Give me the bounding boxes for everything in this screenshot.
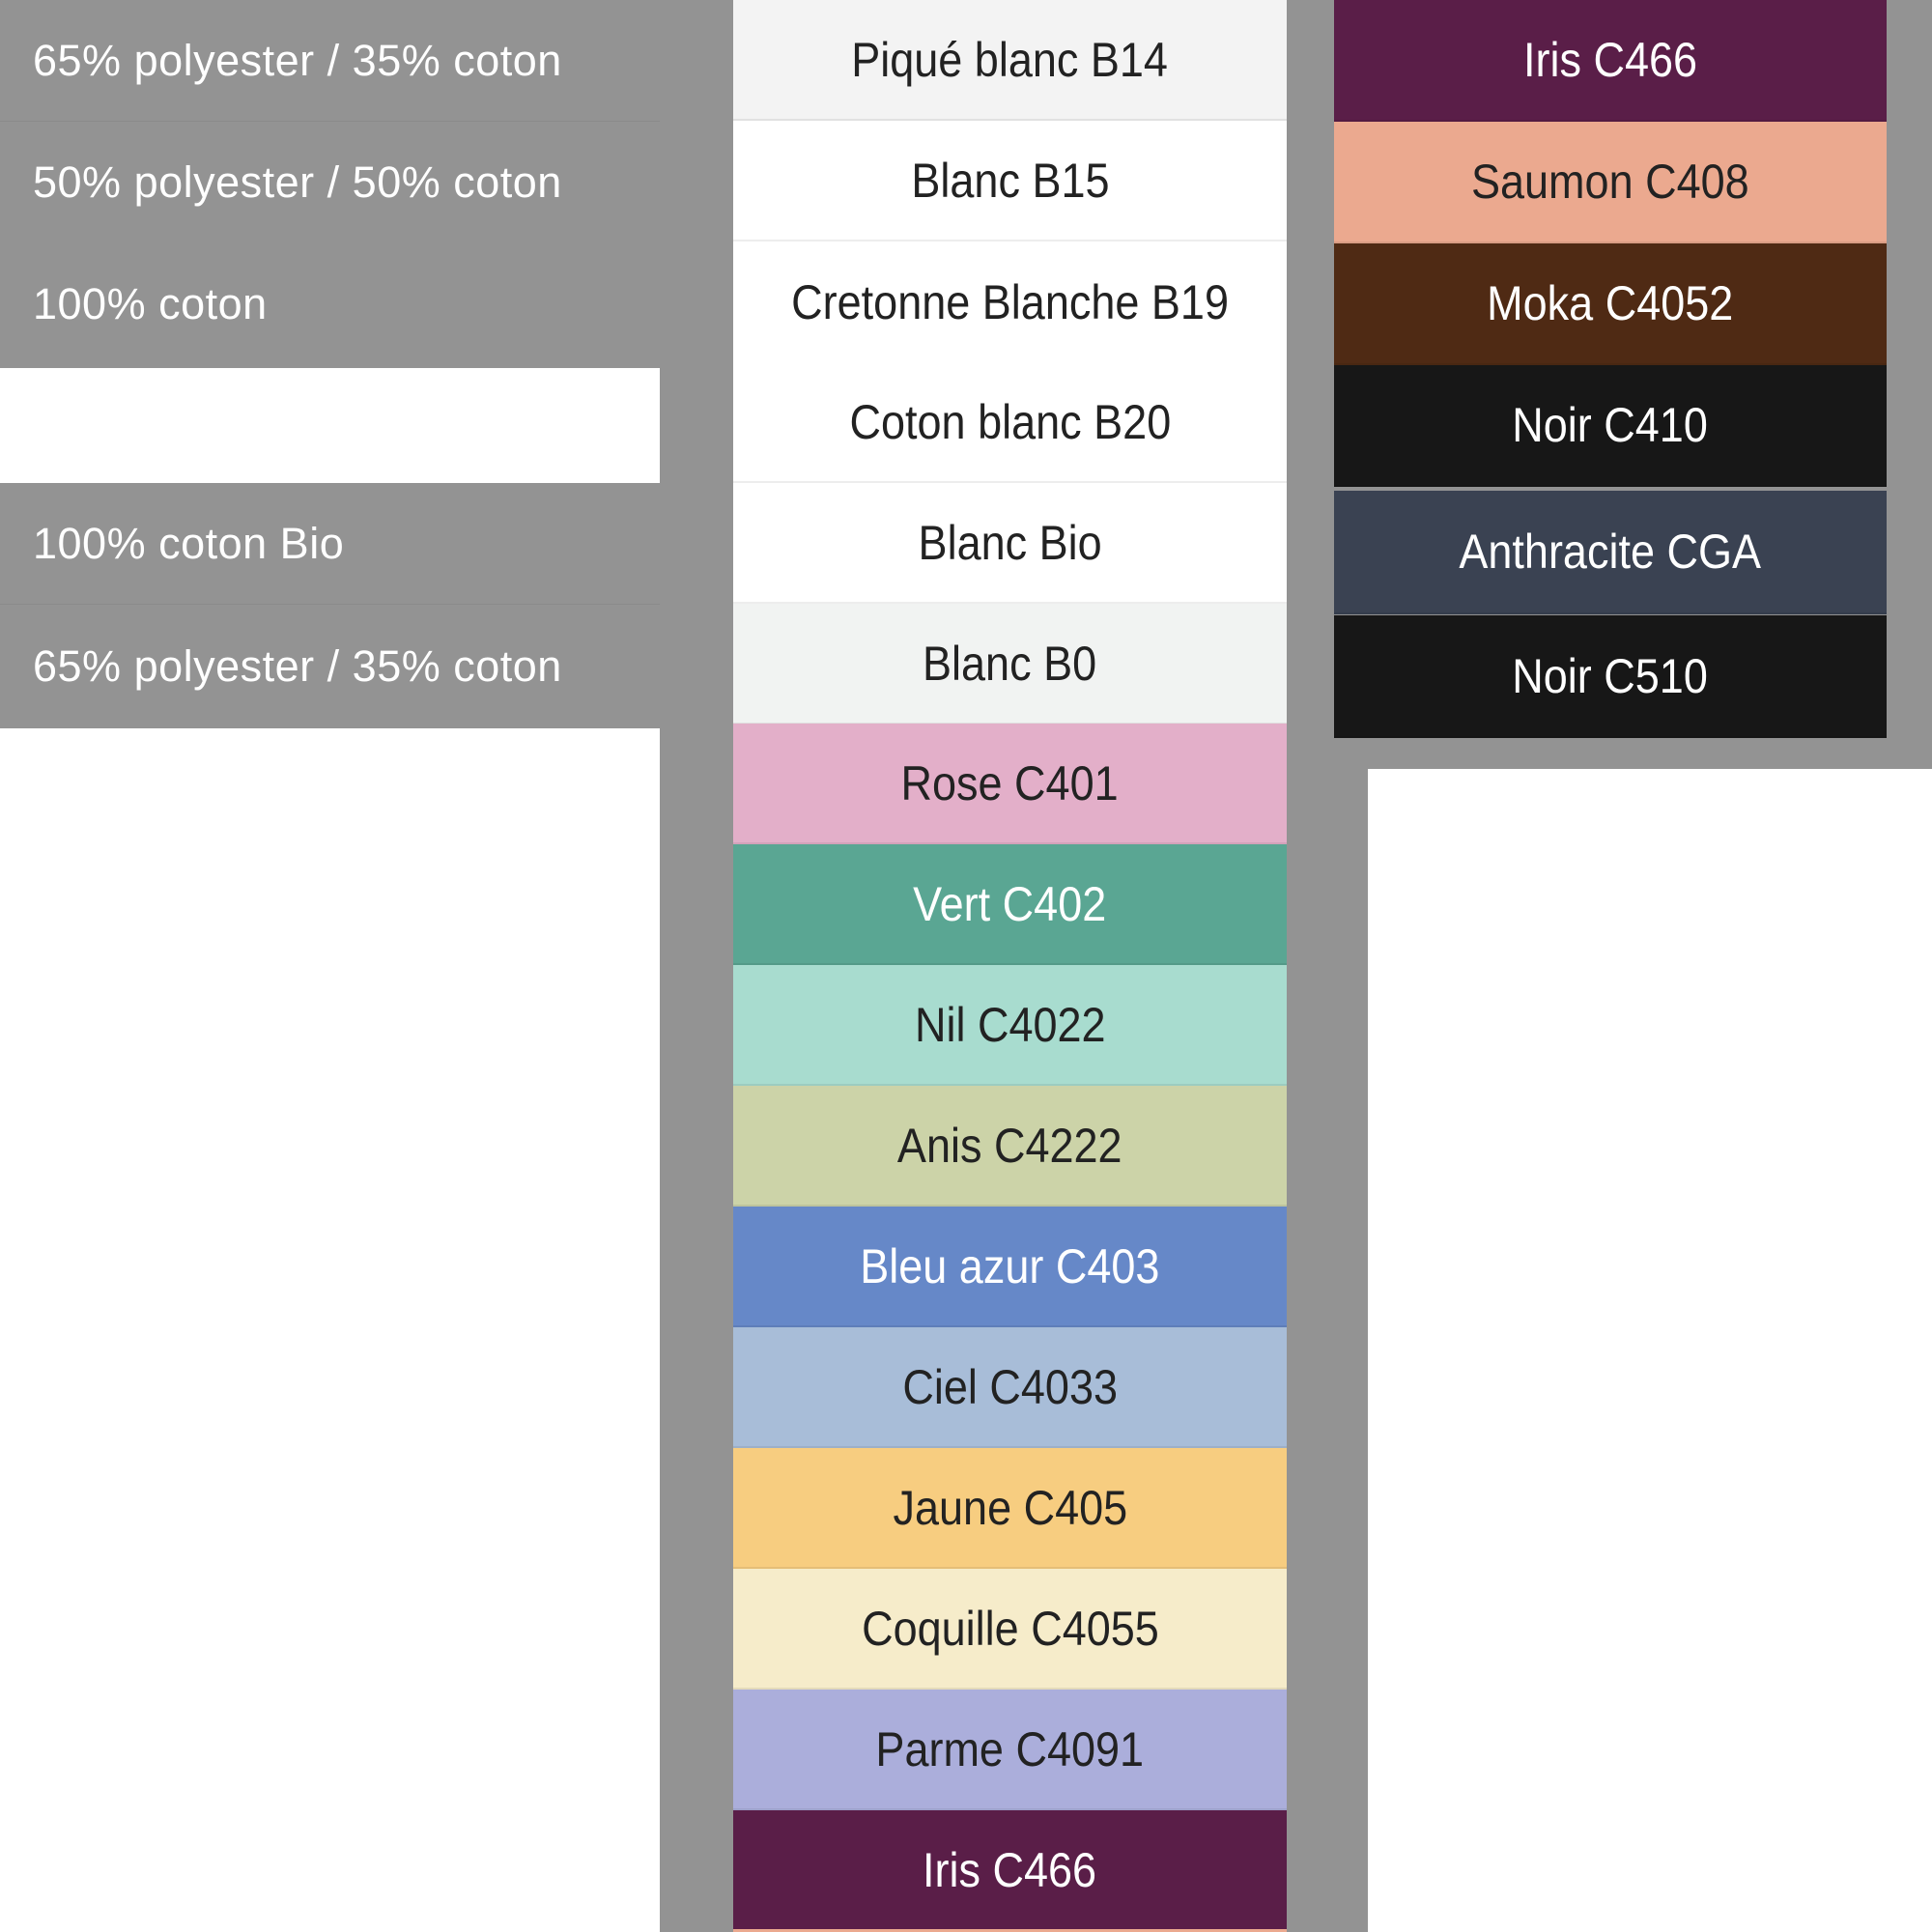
composition-label: 65% polyester / 35% coton	[0, 0, 660, 122]
color-swatch-label: Noir C510	[1512, 648, 1709, 703]
composition-label: 50% polyester / 50% coton	[33, 157, 562, 207]
color-swatch-label: Bleu azur C403	[860, 1238, 1160, 1293]
color-swatch-label: Moka C4052	[1487, 276, 1734, 330]
color-swatch[interactable]: Saumon C408	[1334, 122, 1887, 243]
color-swatch[interactable]: Anis C4222	[733, 1086, 1287, 1207]
color-swatch-label: Anis C4222	[897, 1118, 1122, 1173]
color-swatch-label: Parme C4091	[875, 1721, 1145, 1776]
color-swatch-label: Coton blanc B20	[849, 394, 1171, 449]
color-swatch[interactable]: Noir C410	[1334, 365, 1887, 487]
color-swatch-label: Saumon C408	[1471, 155, 1749, 209]
color-swatch[interactable]: Ciel C4033	[733, 1327, 1287, 1448]
composition-label: 100% coton Bio	[0, 483, 660, 605]
color-swatch-label: Iris C466	[1522, 33, 1698, 87]
color-swatch[interactable]: Anthracite CGA	[1334, 491, 1887, 614]
color-swatch[interactable]: Bleu azur C403	[733, 1207, 1287, 1327]
color-swatch-label: Jaune C405	[893, 1480, 1127, 1535]
color-swatch[interactable]: Iris C466	[1334, 0, 1887, 122]
left-panel-bottom	[0, 483, 660, 728]
color-swatch[interactable]: Coquille C4055	[733, 1569, 1287, 1690]
color-swatch[interactable]: Vert C402	[733, 844, 1287, 965]
color-swatch[interactable]: Blanc B0	[733, 604, 1287, 724]
color-swatch-label: Blanc B15	[910, 153, 1110, 208]
color-swatch[interactable]: Coton blanc B20	[733, 362, 1287, 483]
left-panel-top	[0, 0, 660, 368]
color-swatch-label: Piqué blanc B14	[851, 32, 1169, 87]
color-swatch[interactable]: Parme C4091	[733, 1690, 1287, 1810]
color-swatch[interactable]: Iris C466	[733, 1810, 1287, 1931]
color-swatch[interactable]: Cretonne Blanche B19	[733, 242, 1287, 362]
color-swatch-label: Noir C410	[1512, 398, 1709, 452]
color-swatch-label: Blanc B0	[923, 636, 1097, 691]
color-swatch[interactable]: Nil C4022	[733, 965, 1287, 1086]
composition-label: 65% polyester / 35% coton	[33, 641, 562, 691]
color-swatch[interactable]: Rose C401	[733, 724, 1287, 844]
color-swatch[interactable]: Moka C4052	[1334, 243, 1887, 365]
color-swatch-label: Nil C4022	[914, 997, 1106, 1052]
color-swatch-label: Ciel C4033	[902, 1359, 1118, 1414]
composition-label: 100% coton	[33, 279, 268, 328]
color-swatch-label: Iris C466	[923, 1842, 1097, 1897]
color-swatch[interactable]: Jaune C405	[733, 1448, 1287, 1569]
next-swatch-edge	[733, 1929, 1287, 1932]
color-swatch-label: Blanc Bio	[918, 515, 1102, 570]
color-swatch[interactable]: Piqué blanc B14	[733, 0, 1287, 121]
color-swatch-label: Anthracite CGA	[1459, 525, 1762, 579]
color-swatch-label: Rose C401	[900, 755, 1120, 810]
color-swatch[interactable]: Blanc Bio	[733, 483, 1287, 604]
color-swatch[interactable]: Blanc B15	[733, 121, 1287, 242]
color-swatch-label: Coquille C4055	[861, 1601, 1159, 1656]
color-swatch-label: Vert C402	[913, 876, 1107, 931]
middle-gutter	[660, 0, 733, 1932]
color-swatch[interactable]: Noir C510	[1334, 615, 1887, 738]
color-swatch-label: Cretonne Blanche B19	[791, 274, 1229, 329]
